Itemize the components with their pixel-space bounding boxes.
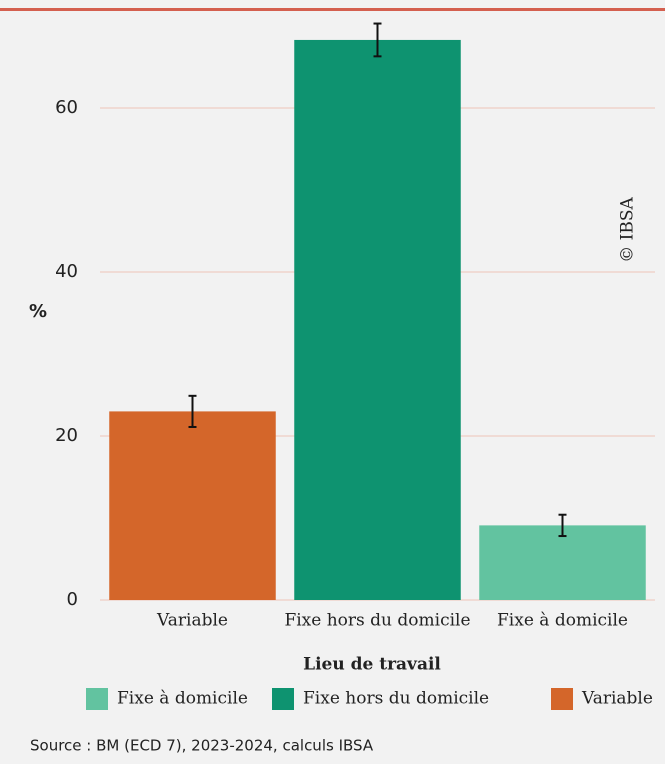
legend-title: Lieu de travail <box>303 655 441 675</box>
y-tick-label: 0 <box>67 589 78 610</box>
error-bar <box>558 513 567 538</box>
error-bar <box>373 22 382 58</box>
y-axis-label: % <box>29 301 47 322</box>
source: Source : BM (ECD 7), 2023-2024, calculs … <box>30 737 374 755</box>
legend-label: Variable <box>581 689 653 709</box>
x-tick-label: Fixe à domicile <box>497 611 628 631</box>
legend-swatch <box>551 688 573 710</box>
y-tick-label: 20 <box>55 425 78 446</box>
bar <box>109 411 276 600</box>
legend-label: Fixe hors du domicile <box>303 689 489 709</box>
y-tick-label: 40 <box>55 261 78 282</box>
bar <box>294 39 461 600</box>
watermark: © IBSA <box>618 197 638 263</box>
error-bar <box>188 394 197 428</box>
x-tick-label: Variable <box>156 611 228 631</box>
y-tick-label: 60 <box>55 97 78 118</box>
x-tick-label: Fixe hors du domicile <box>284 611 470 631</box>
legend-swatch <box>86 688 108 710</box>
top-rule <box>0 8 665 11</box>
bar <box>479 525 646 600</box>
legend-label: Fixe à domicile <box>117 689 248 709</box>
legend-swatch <box>272 688 294 710</box>
